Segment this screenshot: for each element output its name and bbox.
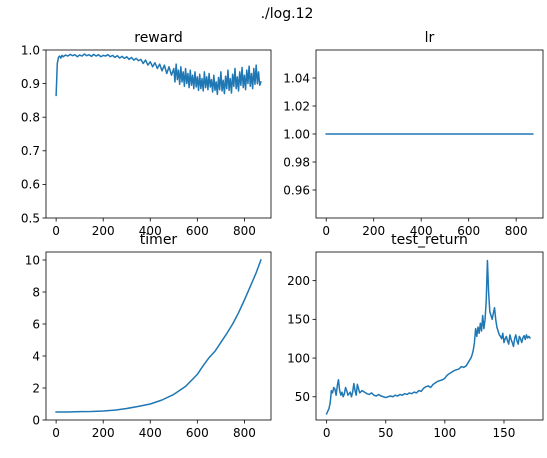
lr-ytick-label: 1.04 [283,71,310,85]
reward-ytick-label: 0.9 [21,77,40,91]
test-return-title: test_return [391,232,468,248]
reward-xtick-label: 800 [233,224,256,238]
test-return-xtick-label: 50 [378,426,393,440]
lr-ytick-label: 1.00 [283,127,310,141]
test-return-xtick-label: 100 [433,426,456,440]
reward-ytick-label: 1.0 [21,43,40,57]
lr-xtick-label: 200 [362,224,385,238]
reward-ytick-label: 0.7 [21,144,40,158]
timer-xtick-label: 0 [52,426,60,440]
subplot-timer: 0 200 400 600 800 0 2 4 6 8 10 timer [25,232,272,440]
test-return-ytick-label: 200 [287,274,310,288]
lr-title: lr [425,30,435,46]
timer-ytick-label: 4 [32,349,40,363]
figure-suptitle: ./log.12 [261,6,314,22]
subplot-reward: 0 200 400 600 800 0.5 0.6 0.7 0.8 0.9 1.0 reward [21,30,272,238]
subplot-lr: 0 200 400 600 800 0.96 0.98 1.00 1.02 1.04 lr [283,30,544,238]
test-return-ytick-label: 100 [287,351,310,365]
lr-xtick-label: 0 [322,224,330,238]
timer-title: timer [140,232,178,248]
reward-title: reward [134,30,183,46]
reward-xtick-label: 600 [186,224,209,238]
test-return-axes-frame [315,251,544,421]
timer-xtick-label: 200 [92,426,115,440]
reward-xtick-label: 0 [52,224,60,238]
reward-ytick-label: 0.8 [21,111,40,125]
lr-xtick-label: 600 [457,224,480,238]
lr-ytick-label: 0.98 [283,155,310,169]
timer-xtick-label: 600 [186,426,209,440]
test-return-xtick-label: 0 [323,426,331,440]
timer-ytick-label: 8 [32,285,40,299]
timer-ytick-label: 6 [32,317,40,331]
reward-axes-frame [45,49,272,219]
timer-xtick-label: 400 [139,426,162,440]
lr-ytick-label: 0.96 [283,183,310,197]
timer-xtick-label: 800 [233,426,256,440]
timer-ytick-label: 2 [32,381,40,395]
test-return-ytick-label: 50 [295,390,310,404]
timer-axes-frame [45,251,272,421]
reward-xtick-label: 200 [92,224,115,238]
lr-ytick-label: 1.02 [283,99,310,113]
timer-series-line [55,259,262,413]
reward-series-line [55,53,262,97]
timer-ytick-label: 0 [32,413,40,427]
reward-ytick-label: 0.5 [21,211,40,225]
reward-xtick-label: 400 [139,224,162,238]
subplot-test-return: 0 50 100 150 50 100 150 200 test_return [287,232,544,440]
reward-ytick-label: 0.6 [21,178,40,192]
lr-xtick-label: 800 [505,224,528,238]
test-return-series-line [325,259,532,415]
test-return-ytick-label: 150 [287,313,310,327]
test-return-xtick-label: 150 [493,426,516,440]
lr-xtick-label: 400 [410,224,433,238]
timer-ytick-label: 10 [25,253,40,267]
